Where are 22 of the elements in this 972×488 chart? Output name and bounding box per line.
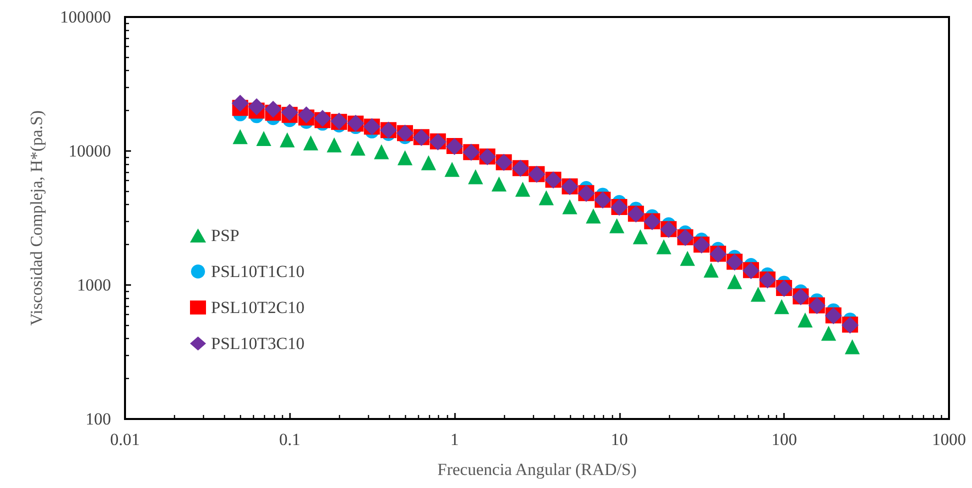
point bbox=[248, 98, 266, 116]
x-tick-label: 0.1 bbox=[279, 430, 300, 449]
y-tick-label: 10000 bbox=[68, 142, 111, 160]
x-tick-label: 100 bbox=[771, 430, 797, 449]
point bbox=[232, 94, 249, 112]
y-tick-label: 100 bbox=[86, 410, 111, 428]
legend-label: PSL10T1C10 bbox=[211, 262, 305, 281]
legend-label: PSL10T2C10 bbox=[211, 298, 305, 317]
y-tick-label: 1000 bbox=[77, 276, 111, 294]
legend-label: PSP bbox=[211, 226, 240, 245]
x-tick-label: 10 bbox=[610, 430, 628, 449]
point bbox=[264, 100, 282, 118]
x-tick-label: 1 bbox=[450, 430, 459, 449]
point bbox=[298, 106, 315, 124]
legend-label: PSL10T3C10 bbox=[211, 334, 305, 353]
point bbox=[281, 104, 298, 121]
y-axis-title: Viscosidad Compleja, H*(pa.S) bbox=[27, 110, 46, 326]
x-tick-label: 0.01 bbox=[110, 430, 140, 449]
y-tick-label: 100000 bbox=[60, 8, 111, 26]
x-tick-label: 1000 bbox=[932, 430, 966, 449]
x-axis-title: Frecuencia Angular (RAD/S) bbox=[437, 460, 637, 479]
point bbox=[232, 129, 248, 144]
